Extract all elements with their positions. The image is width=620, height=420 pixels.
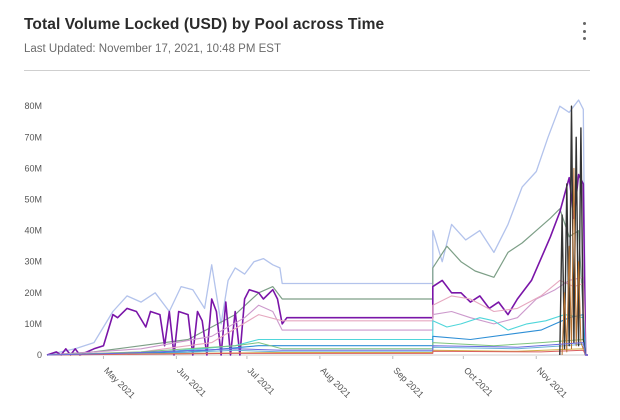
more-vertical-icon[interactable] [578, 22, 590, 40]
series-line-pool-m[interactable] [561, 167, 584, 356]
x-tick-label: Aug 2021 [318, 365, 352, 399]
chart-title: Total Volume Locked (USD) by Pool across… [24, 16, 385, 33]
series-line-pool-b[interactable] [46, 208, 588, 356]
series-line-pool-a[interactable] [46, 99, 588, 356]
x-tick-label: Nov 2021 [535, 365, 569, 399]
y-tick-label: 50M [24, 195, 42, 205]
series-line-pool-c[interactable] [46, 173, 588, 356]
series-line-pool-g[interactable] [46, 314, 588, 356]
y-tick-label: 30M [24, 257, 42, 267]
x-tick-label: Jul 2021 [246, 365, 277, 396]
y-tick-label: 40M [24, 226, 42, 236]
header-divider [24, 70, 590, 71]
y-tick-label: 80M [24, 101, 42, 111]
y-tick-label: 0 [37, 350, 42, 360]
y-tick-label: 20M [24, 288, 42, 298]
y-axis: 0 10M 20M 30M 40M 50M 60M 70M 80M [24, 101, 42, 360]
series-line-pool-n[interactable] [46, 342, 588, 356]
x-tick-label: Oct 2021 [462, 365, 495, 398]
x-tick-label: May 2021 [102, 365, 137, 400]
last-updated-text: Last Updated: November 17, 2021, 10:48 P… [24, 43, 281, 55]
x-tick-label: Sep 2021 [391, 365, 425, 399]
series-line-pool-d[interactable] [46, 276, 588, 356]
x-axis: May 2021 Jun 2021 Jul 2021 Aug 2021 Sep 2021… [47, 354, 588, 400]
series-layer [46, 99, 588, 356]
x-tick-label: Jun 2021 [175, 365, 208, 398]
y-tick-label: 70M [24, 132, 42, 142]
y-tick-label: 60M [24, 163, 42, 173]
y-tick-label: 10M [24, 319, 42, 329]
